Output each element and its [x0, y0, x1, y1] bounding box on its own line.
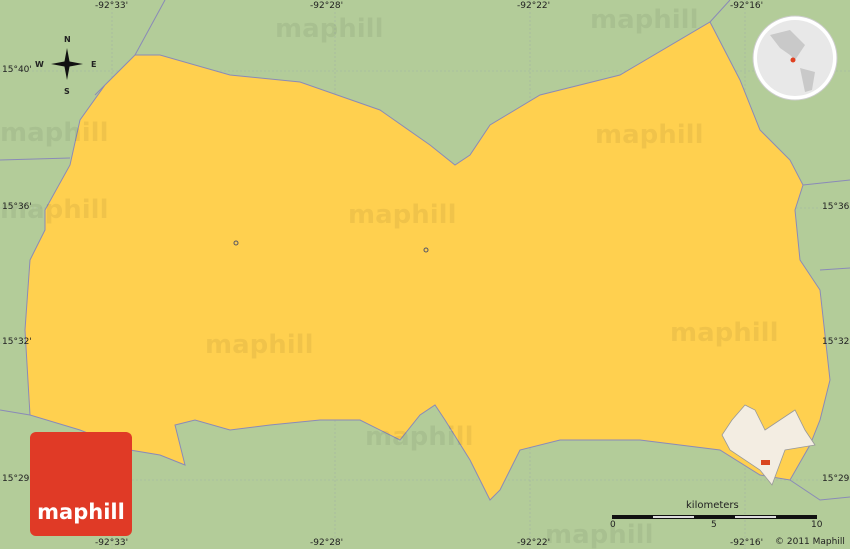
globe-icon: [752, 15, 838, 101]
longitude-label: -92°28': [310, 538, 344, 548]
longitude-label: -92°16': [730, 1, 764, 11]
latitude-label: 15°29': [822, 474, 850, 484]
latitude-label: 15°29': [2, 474, 32, 484]
latitude-label: 15°40': [2, 65, 32, 75]
watermark: maphill: [545, 520, 654, 550]
maphill-logo[interactable]: maphill: [30, 432, 132, 536]
longitude-label: -92°28': [310, 1, 344, 11]
watermark: maphill: [275, 14, 384, 44]
latitude-label: 15°32': [822, 337, 850, 347]
watermark: maphill: [0, 118, 109, 148]
latitude-label: 15°36': [2, 202, 32, 212]
compass-south: S: [64, 87, 70, 96]
longitude-label: -92°22': [517, 1, 551, 11]
region-polygon: [24, 21, 831, 501]
settlement-marker: [423, 247, 429, 253]
inset-state: [721, 404, 816, 486]
scale-bar: [612, 515, 817, 519]
watermark: maphill: [348, 200, 457, 230]
watermark: maphill: [205, 330, 314, 360]
watermark: maphill: [0, 195, 109, 225]
scale-tick: 5: [711, 520, 717, 530]
compass-west: W: [35, 60, 44, 69]
scale-tick: 10: [811, 520, 823, 530]
scale-tick: 0: [610, 520, 616, 530]
compass-east: E: [91, 60, 97, 69]
compass-icon: [51, 48, 83, 80]
longitude-label: -92°22': [517, 538, 551, 548]
watermark: maphill: [595, 120, 704, 150]
compass-north: N: [64, 35, 71, 44]
copyright: © 2011 Maphill: [775, 537, 845, 547]
neighbor-borders: [0, 0, 850, 501]
latitude-label: 15°32': [2, 337, 32, 347]
longitude-label: -92°33': [95, 1, 129, 11]
settlement-marker: [233, 240, 239, 246]
logo-text: maphill: [37, 500, 125, 524]
watermark: maphill: [670, 318, 779, 348]
watermark: maphill: [365, 422, 474, 452]
scale-unit: kilometers: [686, 500, 739, 511]
watermark: maphill: [590, 5, 699, 35]
longitude-label: -92°33': [95, 538, 129, 548]
longitude-label: -92°16': [730, 538, 764, 548]
latitude-label: 15°36': [822, 202, 850, 212]
